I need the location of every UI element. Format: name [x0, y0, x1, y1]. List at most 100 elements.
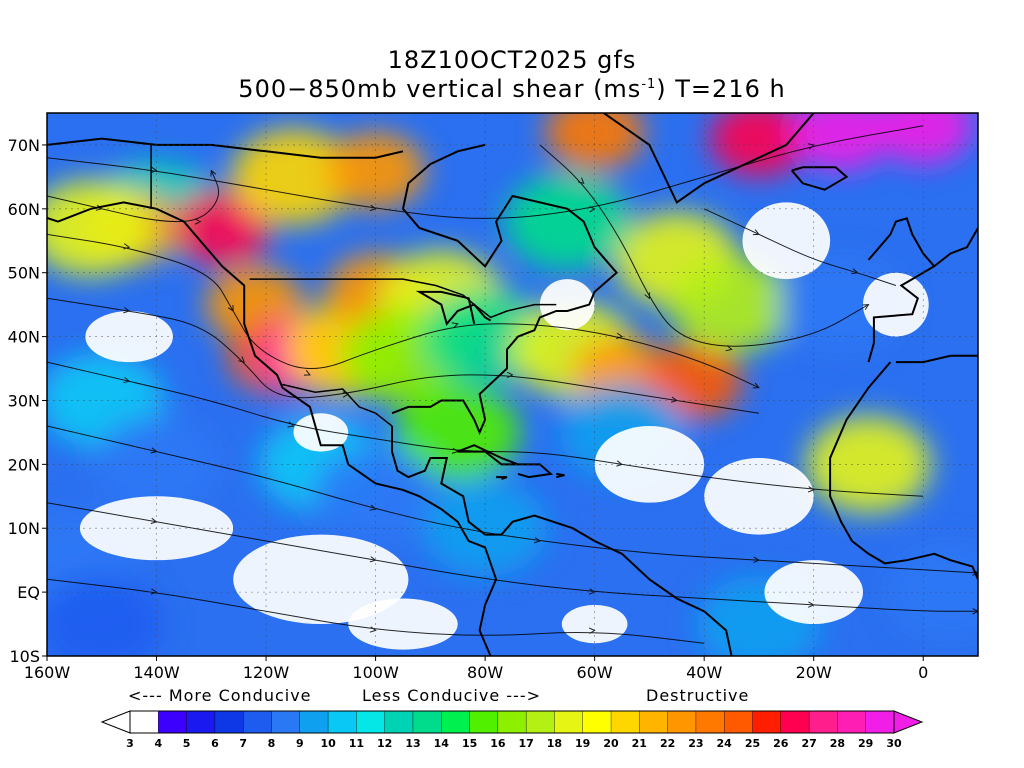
lat-label: 10S: [9, 647, 40, 666]
colorbar-swatch: [837, 710, 867, 734]
gridlines: [47, 113, 978, 656]
colorbar-tick-label: 4: [154, 737, 162, 750]
colorbar-swatch: [695, 710, 725, 734]
coastline: [867, 217, 978, 268]
streamline-arrow: [342, 391, 350, 398]
streamline: [47, 125, 924, 219]
coastline: [895, 354, 978, 364]
streamline-arrow: [972, 569, 978, 576]
colorbar-swatch: [667, 710, 697, 734]
map-title: 18Z10OCT2025 gfs: [387, 46, 637, 74]
colorbar-tick-label: 25: [745, 737, 760, 750]
colorbar-tick-label: 24: [717, 737, 733, 750]
colorbar-tick-label: 3: [126, 737, 134, 750]
colorbar-tick-label: 22: [660, 737, 675, 750]
coastline: [556, 472, 565, 479]
legend-more-conducive: <--- More Conducive: [128, 686, 312, 705]
shear-blob: [395, 384, 521, 481]
colorbar-swatch: [582, 710, 612, 734]
colorbar-swatch: [752, 710, 782, 734]
subtitle-exponent: -1: [641, 77, 657, 92]
latitude-labels: 70N 60N 50N 40N 30N 20N 10N EQ 10S: [8, 136, 47, 666]
shear-blob: [778, 256, 904, 353]
coastline: [829, 361, 978, 580]
coastline: [867, 265, 935, 363]
lat-label: 10N: [8, 519, 40, 538]
colorbar-min-arrow: [100, 710, 131, 734]
streamline-arrow: [644, 292, 651, 300]
coastline: [517, 463, 554, 479]
streamline-arrow: [808, 601, 815, 608]
streamline: [47, 578, 705, 644]
national-border: [249, 278, 557, 319]
calm-area: [85, 311, 173, 363]
colorbar-swatch: [412, 710, 442, 734]
streamline-arrow: [451, 447, 459, 454]
colorbar-swatch: [242, 710, 273, 734]
lon-label: 0: [918, 663, 928, 682]
colorbar-tick-label: 7: [239, 737, 247, 750]
shear-blob: [709, 113, 809, 177]
lon-label: 100W: [352, 663, 399, 682]
streamline-arrow: [752, 382, 760, 389]
colorbar-swatch: [525, 710, 556, 734]
streamline: [703, 208, 897, 286]
colorbar-tick-label: 12: [377, 737, 392, 750]
shear-blob: [504, 173, 630, 270]
colorbar-swatch: [299, 710, 329, 734]
calm-area: [293, 413, 349, 452]
streamlines: [47, 125, 978, 644]
colorbar-tick-label: 9: [296, 737, 304, 750]
colorbar-swatch: [186, 710, 216, 734]
calm-area: [594, 426, 705, 503]
streamline-arrow: [752, 229, 760, 236]
shear-blob: [313, 448, 438, 545]
subtitle-text: 500−850mb vertical shear (ms: [238, 75, 642, 103]
colorbar-tick-label: 27: [801, 737, 816, 750]
colorbar-swatch: [865, 710, 895, 734]
colorbar-swatch: [469, 710, 499, 734]
streamline-arrow: [753, 556, 760, 564]
colorbar-tick-label: 29: [858, 737, 873, 750]
colorbar-max-arrow: [893, 710, 924, 734]
coastlines: [47, 113, 978, 656]
lon-label: 20W: [796, 663, 832, 682]
streamline-arrow: [506, 371, 514, 379]
streamline: [47, 425, 978, 574]
calm-area: [233, 534, 409, 625]
colorbar-tick-label: 15: [462, 737, 477, 750]
coastline: [47, 201, 498, 656]
calm-area: [348, 598, 458, 650]
streamline-arrow: [227, 304, 234, 312]
coastline: [602, 113, 815, 204]
shear-blob: [888, 544, 978, 641]
streamline-arrow: [451, 322, 459, 329]
calm-area: [704, 457, 814, 535]
streamline: [47, 502, 978, 612]
shear-blob: [669, 256, 794, 353]
colorbar-swatch: [610, 710, 641, 734]
streamline-arrow: [238, 356, 246, 363]
colorbar-tick-label: 18: [547, 737, 562, 750]
colorbar-swatch: [808, 710, 839, 734]
lon-label: 140W: [133, 663, 180, 682]
lat-label: 20N: [8, 455, 40, 474]
map-subtitle: 500−850mb vertical shear (ms-1) T=216 h: [0, 75, 1024, 103]
colorbar-swatch: [214, 710, 244, 734]
colorbar-swatch: [497, 710, 527, 734]
colorbar-swatch: [724, 710, 754, 734]
map-frame: [46, 112, 979, 657]
colorbar-tick-label: 5: [183, 737, 191, 750]
shear-blob: [231, 128, 356, 225]
colorbar: 3 4 5 6 7 8 9 10 11 12 13 14 15 16 17 18 19 20 21 22 23 24 25 2…: [100, 710, 924, 750]
streamline-arrow: [534, 537, 541, 544]
streamline-arrow: [210, 169, 217, 177]
colorbar-tick-label: 16: [490, 737, 506, 750]
coastline: [496, 476, 508, 480]
coastline: [391, 143, 619, 435]
colorbar-tick-label: 14: [434, 737, 450, 750]
national-border: [282, 383, 393, 427]
lat-label: EQ: [17, 583, 40, 602]
streamline-arrow: [123, 243, 131, 250]
